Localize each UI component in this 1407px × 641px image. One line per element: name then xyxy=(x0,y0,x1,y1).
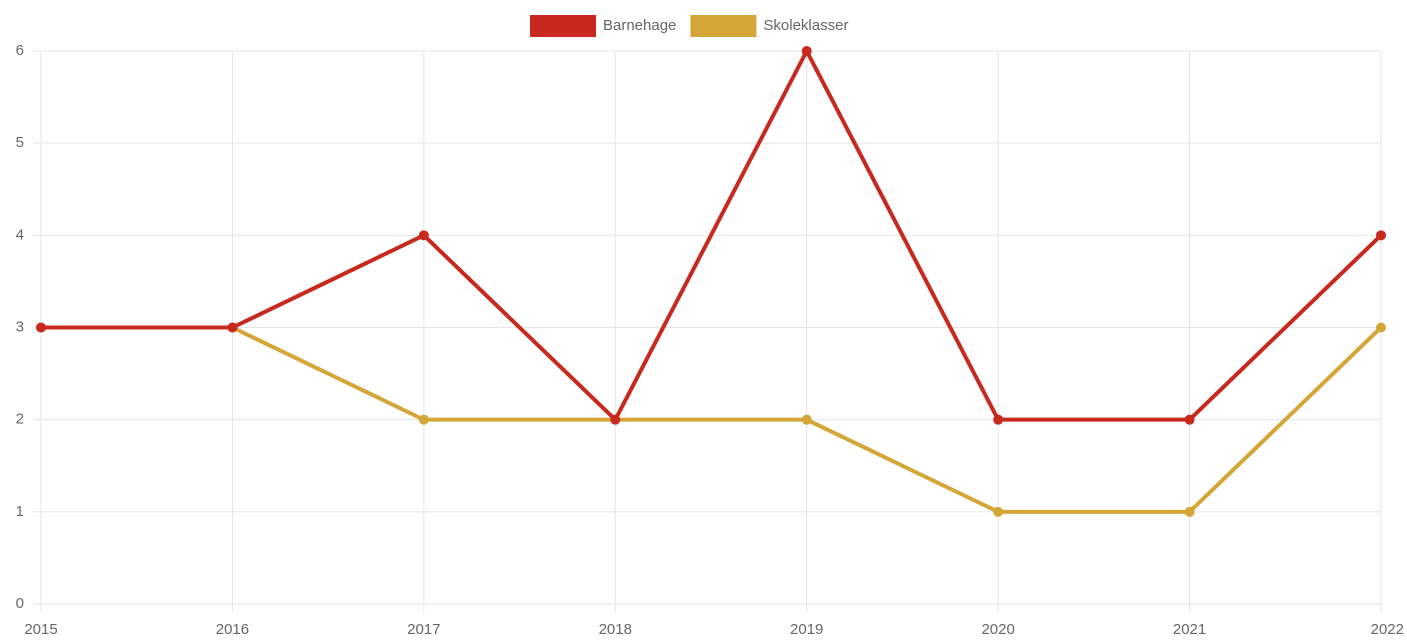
data-point xyxy=(1376,322,1386,333)
data-point xyxy=(418,230,429,241)
legend-label: Barnehage xyxy=(603,17,676,34)
data-point xyxy=(36,322,46,333)
y-tick-label: 5 xyxy=(16,134,24,151)
data-point xyxy=(993,506,1004,517)
y-tick-label: 6 xyxy=(16,42,24,59)
data-point xyxy=(801,414,812,425)
x-tick-label: 2015 xyxy=(24,621,57,638)
y-tick-label: 3 xyxy=(16,318,24,335)
legend-label: Skoleklasser xyxy=(763,17,848,34)
data-point xyxy=(1376,230,1386,241)
data-point xyxy=(227,322,238,333)
series-line xyxy=(41,49,1383,422)
data-point xyxy=(610,414,621,425)
y-tick-label: 1 xyxy=(16,503,24,520)
series-line xyxy=(41,325,1383,514)
data-point xyxy=(1184,506,1195,517)
x-tick-label: 2016 xyxy=(216,621,249,638)
y-tick-label: 0 xyxy=(16,595,24,612)
legend-swatch xyxy=(530,15,596,37)
x-tick-label: 2019 xyxy=(790,621,823,638)
y-tick-label: 2 xyxy=(16,411,24,428)
x-tick-label: 2018 xyxy=(599,621,632,638)
x-tick-label: 2017 xyxy=(407,621,440,638)
data-point xyxy=(993,414,1004,425)
y-tick-label: 4 xyxy=(16,226,24,243)
x-tick-label: 2021 xyxy=(1173,621,1206,638)
data-point xyxy=(801,46,812,56)
x-tick-label: 2022 xyxy=(1371,621,1404,638)
data-point xyxy=(1184,414,1195,425)
x-tick-label: 2020 xyxy=(981,621,1014,638)
legend-swatch xyxy=(690,15,757,37)
data-point xyxy=(418,414,429,425)
